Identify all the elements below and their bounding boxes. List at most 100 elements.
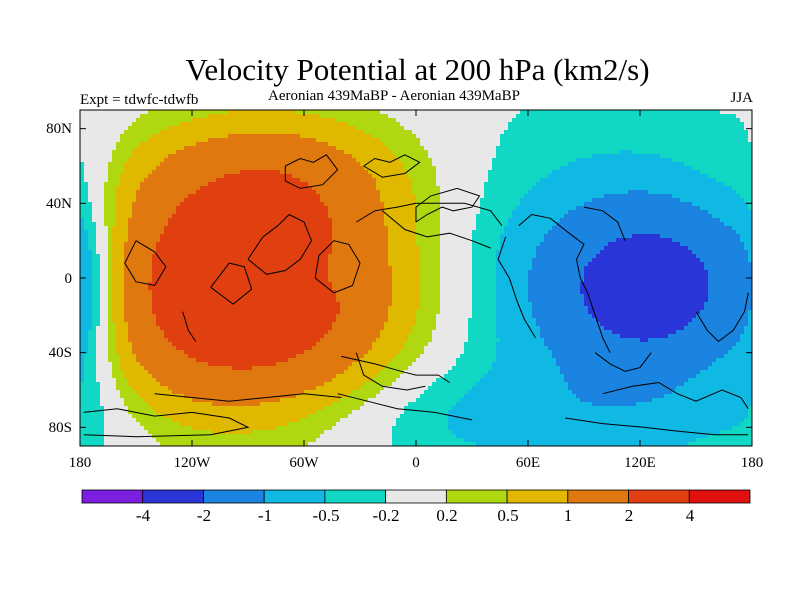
contour-cell	[284, 406, 289, 411]
contour-cell	[276, 222, 281, 227]
contour-cell	[148, 206, 153, 211]
contour-cell	[240, 250, 245, 255]
contour-cell	[92, 234, 97, 239]
contour-cell	[104, 110, 109, 115]
contour-cell	[272, 146, 277, 151]
contour-cell	[244, 118, 249, 123]
contour-cell	[208, 318, 213, 323]
contour-cell	[256, 254, 261, 259]
contour-cell	[156, 406, 161, 411]
contour-cell	[140, 262, 145, 267]
contour-cell	[112, 234, 117, 239]
contour-cell	[296, 110, 301, 115]
contour-cell	[316, 206, 321, 211]
contour-cell	[80, 442, 85, 446]
contour-cell	[172, 346, 177, 351]
contour-cell	[260, 174, 265, 179]
contour-cell	[300, 302, 305, 307]
contour-cell	[104, 134, 109, 139]
contour-cell	[96, 122, 101, 127]
contour-cell	[240, 442, 245, 446]
contour-cell	[308, 158, 313, 163]
contour-cell	[132, 350, 137, 355]
contour-cell	[208, 166, 213, 171]
contour-cell	[120, 382, 125, 387]
contour-cell	[92, 334, 97, 339]
contour-cell	[112, 274, 117, 279]
contour-cell	[300, 218, 305, 223]
contour-cell	[112, 294, 117, 299]
contour-cell	[104, 318, 109, 323]
contour-cell	[144, 214, 149, 219]
contour-cell	[184, 366, 189, 371]
contour-cell	[196, 230, 201, 235]
contour-cell	[228, 178, 233, 183]
contour-cell	[180, 386, 185, 391]
contour-cell	[128, 242, 133, 247]
contour-cell	[136, 430, 141, 435]
contour-cell	[116, 114, 121, 119]
contour-cell	[128, 206, 133, 211]
contour-cell	[216, 134, 221, 139]
contour-cell	[144, 302, 149, 307]
contour-cell	[252, 190, 257, 195]
contour-cell	[112, 354, 117, 359]
contour-cell	[144, 326, 149, 331]
contour-cell	[272, 438, 277, 443]
contour-cell	[292, 434, 297, 439]
contour-cell	[308, 286, 313, 291]
contour-cell	[288, 158, 293, 163]
contour-cell	[268, 150, 273, 155]
contour-cell	[120, 150, 125, 155]
contour-cell	[184, 374, 189, 379]
contour-cell	[184, 350, 189, 355]
contour-cell	[200, 254, 205, 259]
contour-cell	[164, 230, 169, 235]
contour-cell	[248, 162, 253, 167]
contour-cell	[148, 390, 153, 395]
contour-cell	[256, 374, 261, 379]
contour-cell	[160, 306, 165, 311]
contour-cell	[124, 274, 129, 279]
contour-cell	[212, 238, 217, 243]
contour-cell	[312, 218, 317, 223]
contour-cell	[200, 362, 205, 367]
contour-cell	[216, 382, 221, 387]
contour-cell	[124, 182, 129, 187]
contour-cell	[152, 334, 157, 339]
contour-cell	[200, 130, 205, 135]
contour-cell	[232, 202, 237, 207]
contour-cell	[164, 322, 169, 327]
contour-cell	[88, 242, 93, 247]
contour-cell	[208, 326, 213, 331]
contour-cell	[156, 246, 161, 251]
contour-cell	[236, 394, 241, 399]
contour-cell	[192, 422, 197, 427]
contour-cell	[180, 286, 185, 291]
contour-cell	[200, 234, 205, 239]
contour-cell	[220, 242, 225, 247]
contour-cell	[104, 130, 109, 135]
contour-cell	[280, 238, 285, 243]
contour-cell	[224, 302, 229, 307]
contour-cell	[248, 118, 253, 123]
contour-cell	[180, 150, 185, 155]
contour-cell	[104, 426, 109, 431]
contour-cell	[188, 346, 193, 351]
contour-cell	[188, 370, 193, 375]
contour-cell	[128, 222, 133, 227]
contour-cell	[268, 218, 273, 223]
contour-cell	[276, 326, 281, 331]
contour-cell	[176, 138, 181, 143]
contour-cell	[92, 414, 97, 419]
contour-cell	[260, 354, 265, 359]
contour-cell	[200, 214, 205, 219]
contour-cell	[168, 354, 173, 359]
contour-cell	[296, 162, 301, 167]
contour-cell	[272, 202, 277, 207]
contour-cell	[144, 286, 149, 291]
contour-cell	[192, 242, 197, 247]
contour-cell	[300, 386, 305, 391]
contour-cell	[240, 198, 245, 203]
contour-cell	[92, 330, 97, 335]
